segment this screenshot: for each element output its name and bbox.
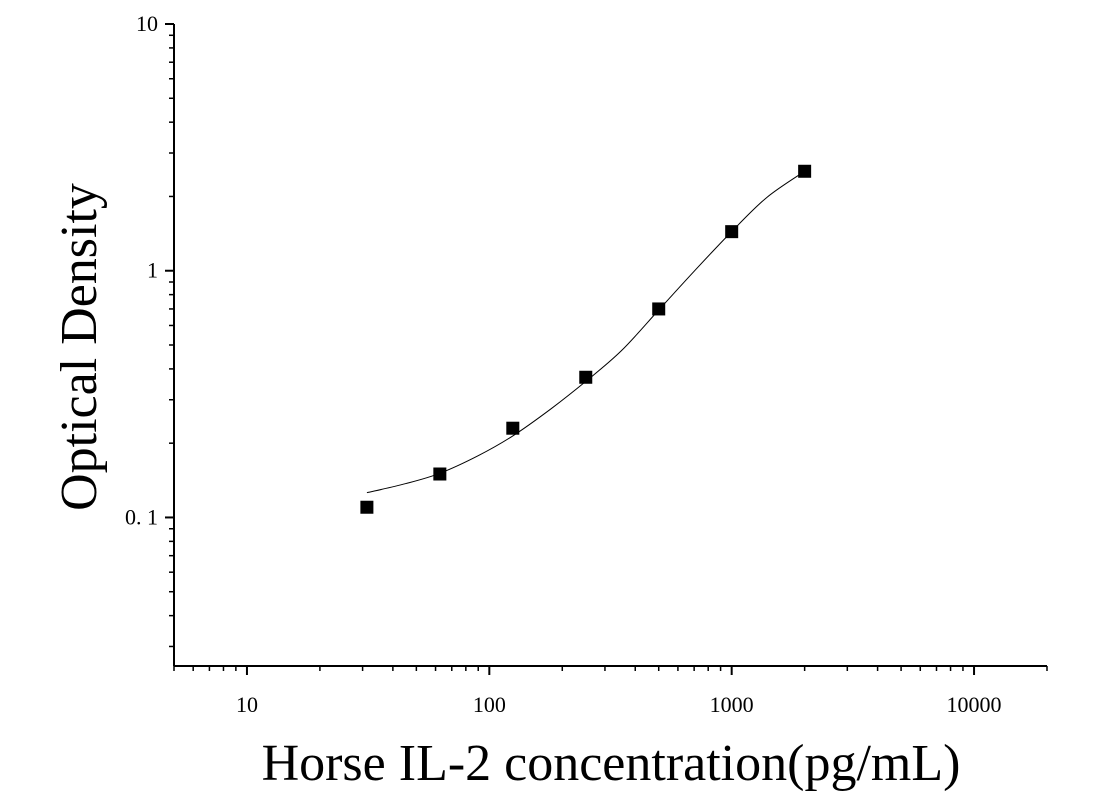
data-point-marker [360, 500, 374, 514]
y-tick-label: 10 [136, 11, 158, 36]
data-point-marker [433, 467, 447, 481]
y-ticks: 0. 1 1 10 [125, 11, 174, 648]
y-axis-title: Optical Density [51, 183, 108, 511]
fit-curve [366, 170, 805, 494]
data-point-marker [798, 164, 812, 178]
data-markers [360, 164, 812, 514]
x-tick-label: 10 [236, 692, 258, 717]
x-axis-title: Horse IL-2 concentration(pg/mL) [262, 735, 961, 792]
data-point-marker [725, 225, 739, 239]
x-tick-label: 10000 [947, 692, 1002, 717]
x-tick-label: 1000 [710, 692, 754, 717]
x-tick-label: 100 [473, 692, 506, 717]
plot-area: 0. 1 1 10 10 100 1000 10000 [125, 11, 1048, 717]
y-tick-label: 1 [147, 258, 158, 283]
data-point-marker [506, 421, 520, 435]
x-ticks: 10 100 1000 10000 [173, 666, 1048, 717]
y-tick-label: 0. 1 [125, 504, 158, 529]
data-point-marker [579, 370, 593, 384]
data-point-marker [652, 302, 666, 316]
